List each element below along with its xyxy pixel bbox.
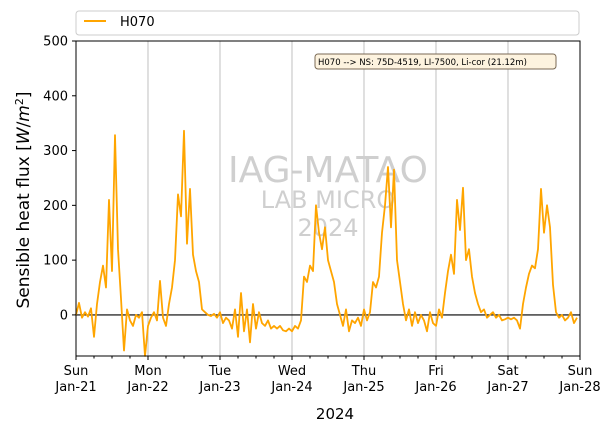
legend: H070 (75, 10, 580, 36)
x-tick-date: Jan-24 (270, 380, 312, 395)
y-axis-ticks: 0 100 200 300 400 500 (43, 35, 76, 323)
x-axis-ticks: SunJan-21MonJan-22TueJan-23WedJan-24ThuJ… (54, 356, 601, 395)
y-axis-title-close: ] (14, 91, 34, 98)
y-axis-title-slash: / (14, 121, 34, 127)
y-tick-label: 500 (43, 35, 68, 50)
y-axis-title-main: Sensible heat flux [ (14, 144, 34, 308)
x-tick-date: Jan-23 (198, 380, 240, 395)
watermark-year: 2024 (297, 214, 358, 242)
y-tick-label: 200 (43, 199, 68, 214)
y-axis-title: Sensible heat flux [W/m2] (13, 91, 34, 308)
x-tick-date: Jan-22 (126, 380, 168, 395)
x-tick-day: Fri (428, 364, 444, 379)
y-tick-label: 400 (43, 89, 68, 104)
x-tick-day: Tue (208, 364, 231, 379)
x-tick-day: Mon (134, 364, 161, 379)
x-tick-day: Sun (568, 364, 593, 379)
x-tick-day: Sat (497, 364, 518, 379)
x-tick-date: Jan-27 (486, 380, 528, 395)
annotation-text: H070 --> NS: 75D-4519, LI-7500, Li-cor (… (318, 58, 527, 68)
y-tick-label: 300 (43, 144, 68, 159)
legend-label-h070: H070 (120, 15, 155, 30)
series-line-h070 (75, 129, 578, 357)
x-tick-day: Sun (64, 364, 89, 379)
x-tick-date: Jan-21 (54, 380, 96, 395)
x-tick-day: Thu (351, 364, 376, 379)
y-axis-title-base: m (14, 105, 34, 122)
annotation-box (314, 53, 557, 70)
y-axis-title-var: W (14, 126, 34, 144)
watermark-subtitle: LAB MICRO (261, 186, 396, 214)
y-tick-label: 100 (43, 254, 68, 269)
legend-frame (75, 10, 580, 36)
watermark: IAG-MATAO LAB MICRO 2024 (228, 150, 428, 242)
y-axis-title-exp: 2 (13, 98, 26, 105)
y-tick-label: 0 (60, 308, 68, 323)
x-tick-date: Jan-25 (342, 380, 384, 395)
x-tick-date: Jan-26 (414, 380, 456, 395)
x-axis-title: 2024 (316, 405, 354, 423)
instrument-annotation: H070 --> NS: 75D-4519, LI-7500, Li-cor (… (314, 53, 557, 70)
x-tick-date: Jan-28 (558, 380, 600, 395)
watermark-title: IAG-MATAO (228, 150, 428, 191)
x-tick-day: Wed (278, 364, 306, 379)
vertical-grid-lines (147, 41, 509, 356)
